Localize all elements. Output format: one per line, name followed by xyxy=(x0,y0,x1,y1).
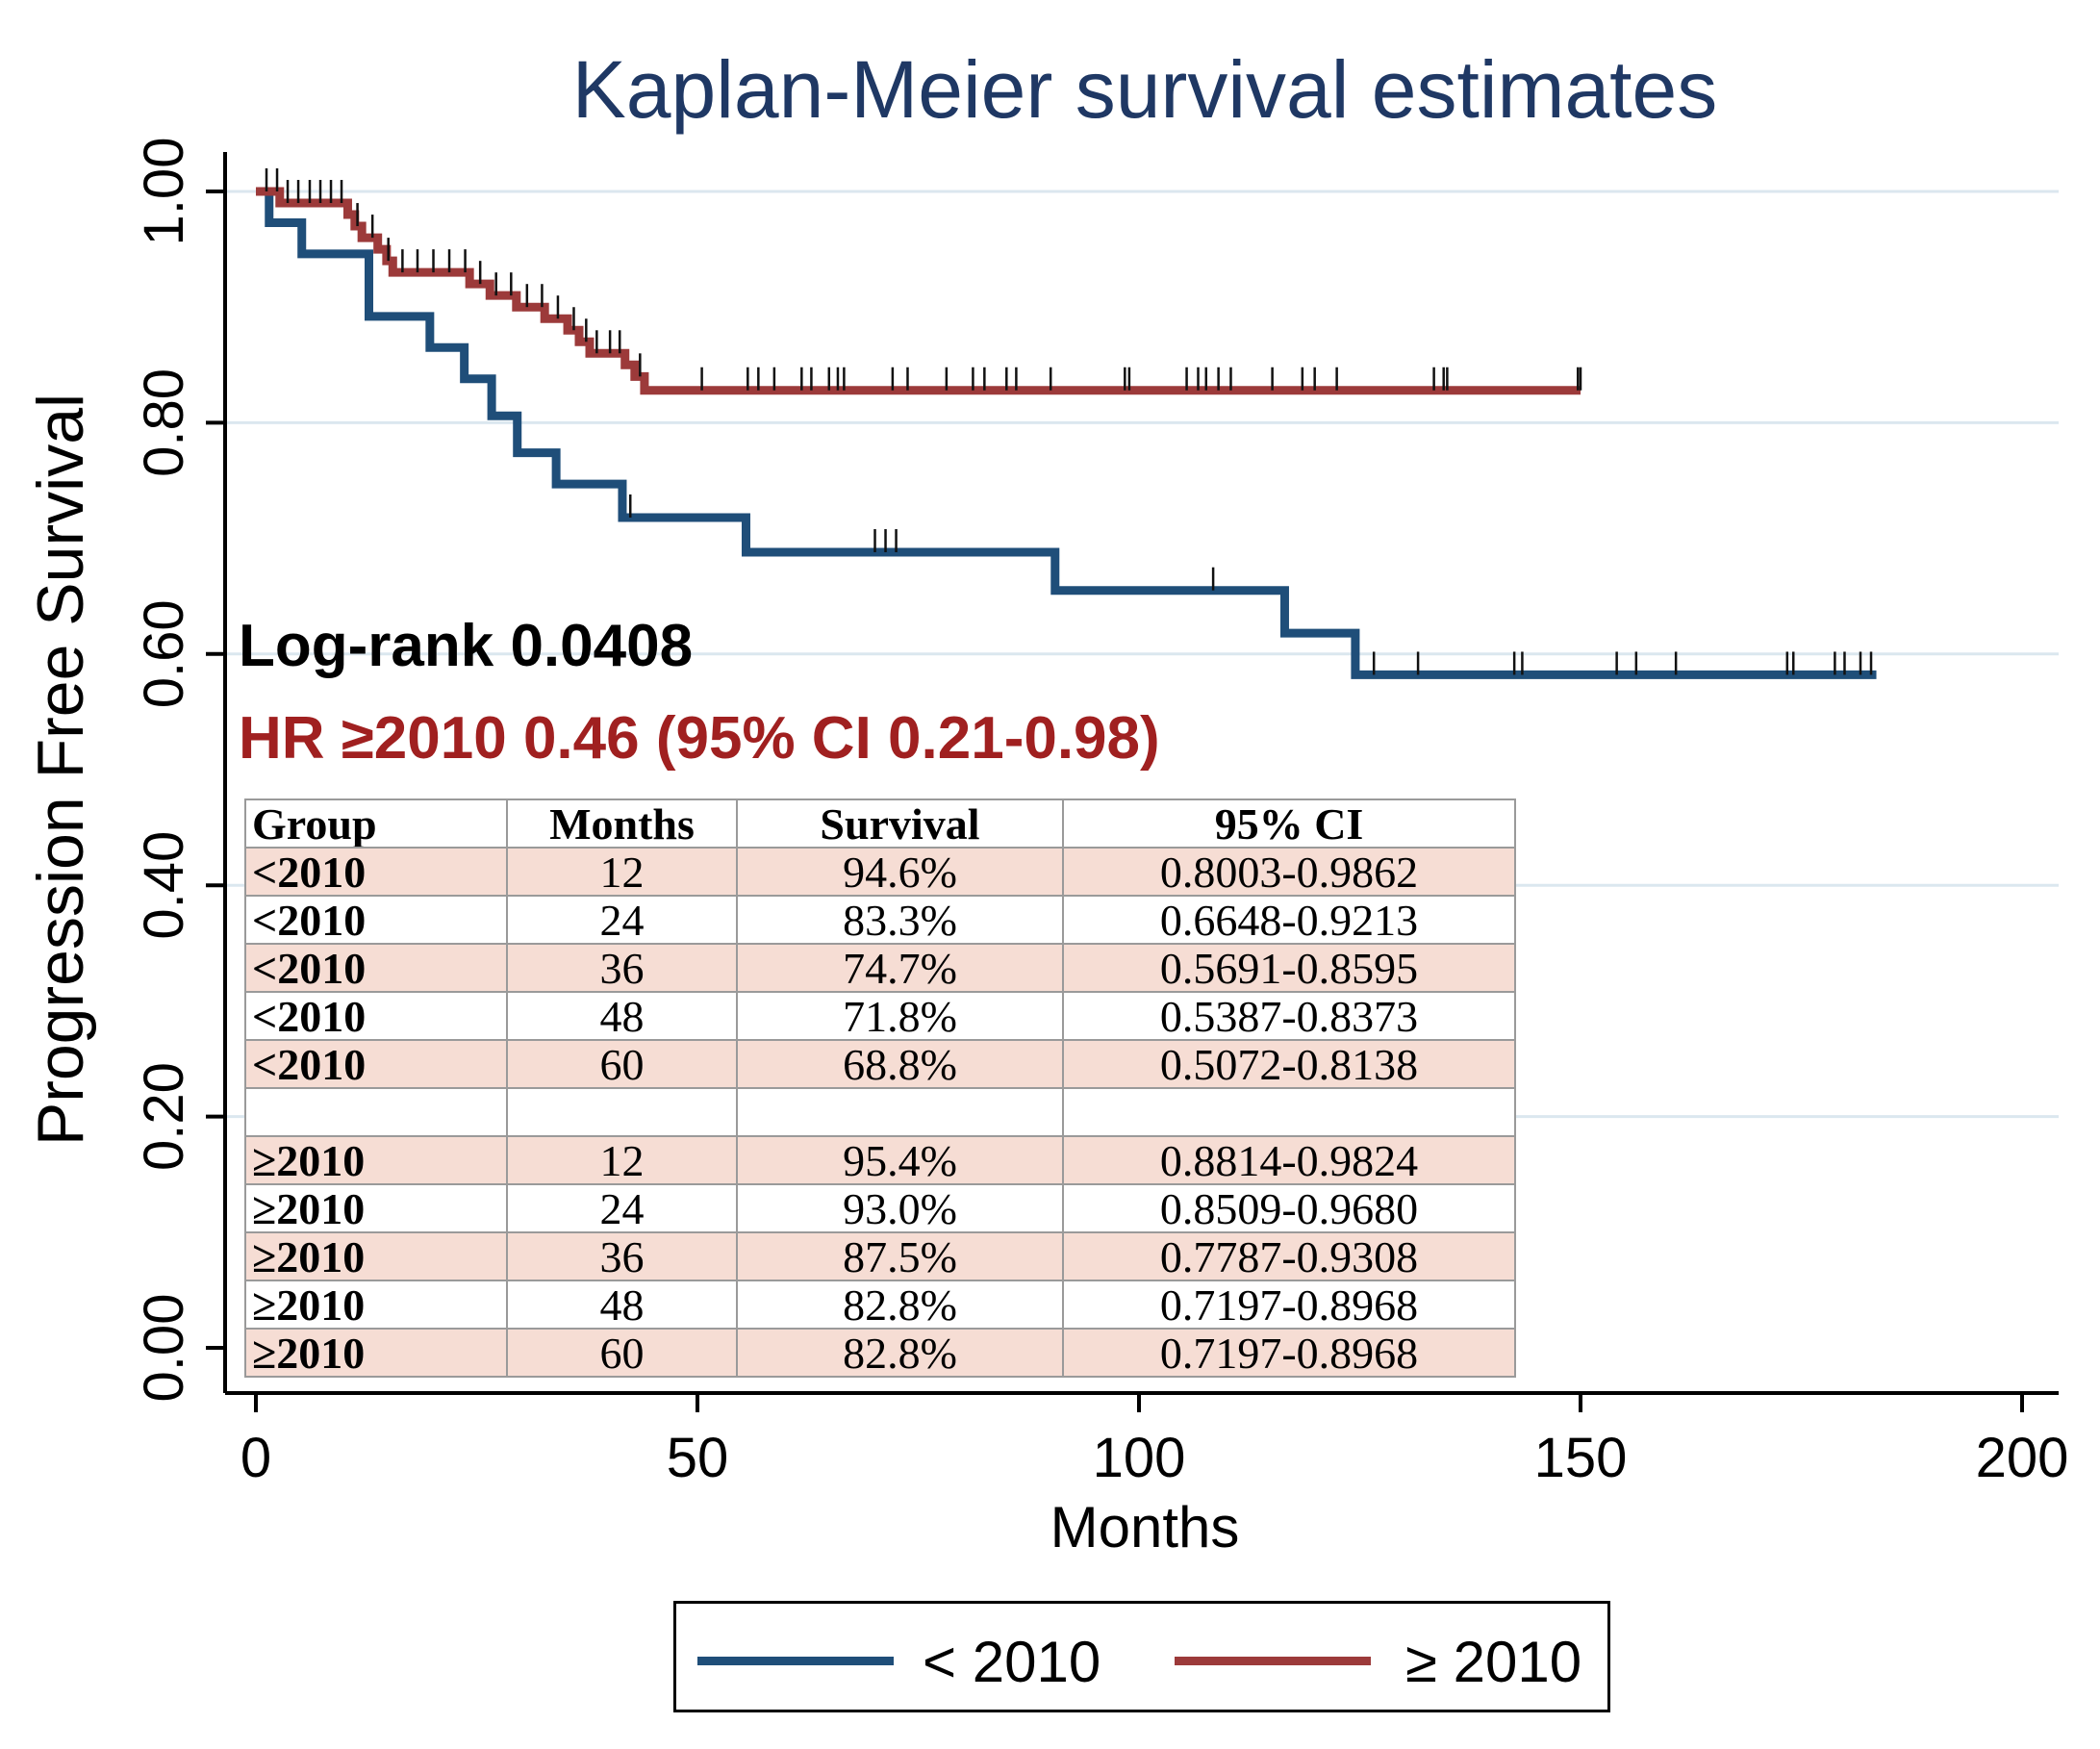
x-axis-label: Months xyxy=(1050,1495,1240,1559)
legend-label-after-2010: ≥ 2010 xyxy=(1405,1630,1582,1694)
log-rank-annotation: Log-rank 0.0408 xyxy=(239,613,694,679)
cell-months: 60 xyxy=(506,1039,738,1089)
header-months: Months xyxy=(506,798,738,849)
legend-swatch-before-2010 xyxy=(697,1657,894,1665)
legend-label-before-2010: < 2010 xyxy=(923,1630,1101,1694)
table-row: <2010 48 71.8% 0.5387-0.8373 xyxy=(244,991,1516,1041)
y-tick-label: 1.00 xyxy=(133,138,195,246)
cell-months xyxy=(506,1087,738,1137)
cell-group: <2010 xyxy=(244,943,508,993)
cell-months: 48 xyxy=(506,1280,738,1330)
cell-ci: 0.5387-0.8373 xyxy=(1062,991,1516,1041)
cell-group: ≥2010 xyxy=(244,1328,508,1378)
x-tick-label: 200 xyxy=(1976,1427,2069,1489)
cell-ci: 0.8509-0.9680 xyxy=(1062,1183,1516,1233)
cell-group: ≥2010 xyxy=(244,1280,508,1330)
cell-group: ≥2010 xyxy=(244,1231,508,1281)
cell-group: <2010 xyxy=(244,991,508,1041)
cell-ci: 0.7197-0.8968 xyxy=(1062,1280,1516,1330)
survival-curves xyxy=(256,168,1877,679)
cell-survival: 83.3% xyxy=(736,895,1064,945)
cell-group: <2010 xyxy=(244,895,508,945)
cell-survival: 95.4% xyxy=(736,1135,1064,1185)
legend: < 2010 ≥ 2010 xyxy=(673,1601,1610,1712)
y-tick-label: 0.40 xyxy=(133,831,195,940)
cell-ci: 0.7787-0.9308 xyxy=(1062,1231,1516,1281)
cell-survival: 82.8% xyxy=(736,1280,1064,1330)
x-tick-label: 150 xyxy=(1534,1427,1628,1489)
table-row xyxy=(244,1087,1516,1137)
x-tick-label: 0 xyxy=(240,1427,271,1489)
cell-ci: 0.5691-0.8595 xyxy=(1062,943,1516,993)
cell-group: <2010 xyxy=(244,847,508,897)
axes: 0.00 0.20 0.40 0.60 0.80 1.00 0 50 100 150 200 xyxy=(133,138,2068,1489)
cell-survival: 94.6% xyxy=(736,847,1064,897)
cell-months: 24 xyxy=(506,1183,738,1233)
hazard-ratio-annotation: HR ≥2010 0.46 (95% CI 0.21-0.98) xyxy=(239,705,1160,772)
survival-curve-after_2010 xyxy=(256,187,1581,395)
cell-months: 36 xyxy=(506,1231,738,1281)
cell-survival: 93.0% xyxy=(736,1183,1064,1233)
y-tick-label: 0.00 xyxy=(133,1294,195,1403)
cell-ci: 0.5072-0.8138 xyxy=(1062,1039,1516,1089)
cell-months: 48 xyxy=(506,991,738,1041)
cell-group: ≥2010 xyxy=(244,1183,508,1233)
table-row: <2010 12 94.6% 0.8003-0.9862 xyxy=(244,847,1516,897)
cell-survival: 71.8% xyxy=(736,991,1064,1041)
cell-group: <2010 xyxy=(244,1039,508,1089)
cell-months: 12 xyxy=(506,847,738,897)
table-header-row: Group Months Survival 95% CI xyxy=(244,798,1516,849)
header-survival: Survival xyxy=(736,798,1064,849)
cell-survival: 87.5% xyxy=(736,1231,1064,1281)
cell-months: 60 xyxy=(506,1328,738,1378)
cell-survival: 82.8% xyxy=(736,1328,1064,1378)
table-row: <2010 24 83.3% 0.6648-0.9213 xyxy=(244,895,1516,945)
table-row: ≥2010 24 93.0% 0.8509-0.9680 xyxy=(244,1183,1516,1233)
legend-swatch-after-2010 xyxy=(1175,1657,1371,1665)
y-axis-label: Progression Free Survival xyxy=(24,393,97,1146)
y-tick-label: 0.20 xyxy=(133,1062,195,1171)
cell-months: 36 xyxy=(506,943,738,993)
cell-months: 12 xyxy=(506,1135,738,1185)
table-row: ≥2010 12 95.4% 0.8814-0.9824 xyxy=(244,1135,1516,1185)
table-row: ≥2010 48 82.8% 0.7197-0.8968 xyxy=(244,1280,1516,1330)
cell-group xyxy=(244,1087,508,1137)
header-group: Group xyxy=(244,798,508,849)
cell-group: ≥2010 xyxy=(244,1135,508,1185)
table-row: <2010 36 74.7% 0.5691-0.8595 xyxy=(244,943,1516,993)
y-tick-label: 0.80 xyxy=(133,368,195,477)
cell-survival xyxy=(736,1087,1064,1137)
cell-ci: 0.8814-0.9824 xyxy=(1062,1135,1516,1185)
survival-table: Group Months Survival 95% CI <2010 12 94.6… xyxy=(244,798,1516,1378)
x-tick-label: 100 xyxy=(1093,1427,1186,1489)
cell-ci xyxy=(1062,1087,1516,1137)
cell-survival: 68.8% xyxy=(736,1039,1064,1089)
cell-ci: 0.7197-0.8968 xyxy=(1062,1328,1516,1378)
table-row: ≥2010 60 82.8% 0.7197-0.8968 xyxy=(244,1328,1516,1378)
header-ci: 95% CI xyxy=(1062,798,1516,849)
survival-curve-before_2010 xyxy=(256,187,1877,679)
cell-survival: 74.7% xyxy=(736,943,1064,993)
cell-ci: 0.8003-0.9862 xyxy=(1062,847,1516,897)
chart-title: Kaplan-Meier survival estimates xyxy=(572,44,1717,135)
x-tick-label: 50 xyxy=(667,1427,729,1489)
table-row: ≥2010 36 87.5% 0.7787-0.9308 xyxy=(244,1231,1516,1281)
cell-months: 24 xyxy=(506,895,738,945)
cell-ci: 0.6648-0.9213 xyxy=(1062,895,1516,945)
table-row: <2010 60 68.8% 0.5072-0.8138 xyxy=(244,1039,1516,1089)
y-tick-label: 0.60 xyxy=(133,599,195,708)
